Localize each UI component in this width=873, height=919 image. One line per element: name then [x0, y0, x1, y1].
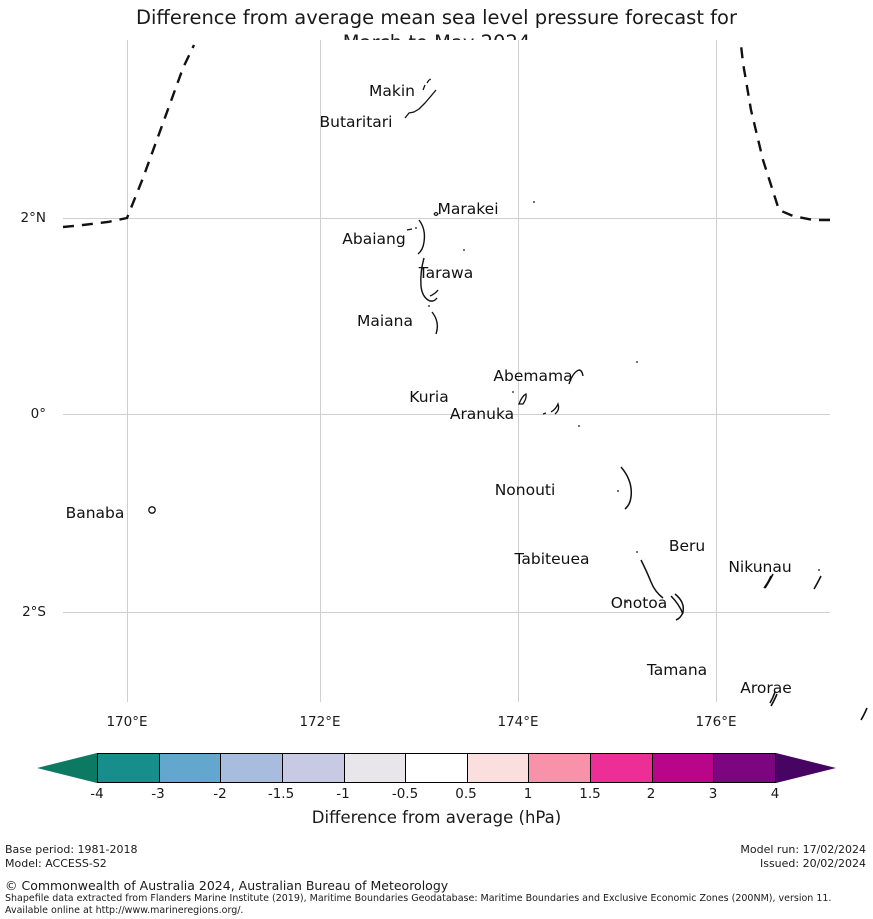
coastline-banaba — [148, 506, 156, 514]
island-label-marakei: Marakei — [437, 200, 499, 218]
issued-text: Issued: 20/02/2024 — [759, 856, 866, 870]
gridline-lon-172e — [320, 40, 321, 702]
colorbar-tick-4: 4 — [770, 786, 780, 802]
colorbar-axis-label: Difference from average (hPa) — [311, 808, 562, 827]
island-label-arorae: Arorae — [740, 679, 792, 697]
colorbar-segment-3 — [282, 754, 345, 782]
colorbar-tick-0.5: 0.5 — [455, 786, 477, 802]
gridline-lon-174e — [518, 40, 519, 702]
island-label-nonouti: Nonouti — [494, 481, 556, 499]
colorbar-segment-4 — [344, 754, 407, 782]
copyright-text: © Commonwealth of Australia 2024, Austra… — [5, 878, 449, 893]
colorbar-tick--2: -2 — [213, 786, 227, 802]
colorbar-tick-3: 3 — [708, 786, 718, 802]
island-label-aranuka: Aranuka — [449, 405, 515, 423]
footer-left: Base period: 1981-2018 Model: ACCESS-S2 — [5, 843, 137, 870]
island-label-butaritari: Butaritari — [319, 113, 393, 131]
gridline-lat-2s — [63, 612, 830, 613]
xtick-170e: 170°E — [106, 714, 148, 730]
colorbar-segment-6 — [467, 754, 530, 782]
coastline-makin — [422, 78, 431, 91]
island-label-kuria: Kuria — [409, 388, 449, 406]
island-label-nikunau: Nikunau — [728, 558, 792, 576]
island-label-maiana: Maiana — [357, 312, 413, 330]
base-period-text: Base period: 1981-2018 — [5, 843, 138, 856]
colorbar-tick--1: -1 — [336, 786, 350, 802]
coastline-nonouti — [617, 466, 633, 510]
colorbar-segment-8 — [591, 754, 653, 782]
shapefile-attribution-text: Shapefile data extracted from Flanders M… — [5, 893, 832, 916]
island-label-abemama: Abemama — [493, 367, 573, 385]
map-plot-area — [62, 40, 868, 721]
colorbar-segment-7 — [529, 754, 592, 782]
ytick-2n: 2°N — [20, 210, 46, 226]
gridline-lat-0 — [63, 414, 830, 415]
xtick-176e: 176°E — [695, 714, 737, 730]
model-text: Model: ACCESS-S2 — [5, 856, 107, 870]
xtick-174e: 174°E — [497, 714, 539, 730]
coastline-aranuka — [542, 402, 580, 427]
colorbar-extend-under-arrow — [37, 753, 97, 783]
colorbar-segment-10 — [714, 754, 776, 782]
island-label-tamana: Tamana — [646, 661, 708, 679]
colorbar-segment-9 — [652, 754, 715, 782]
gridline-lon-170e — [127, 40, 128, 702]
island-label-tarawa: Tarawa — [418, 264, 474, 282]
island-label-abaiang: Abaiang — [342, 230, 406, 248]
ytick-0: 0° — [30, 406, 46, 422]
island-label-banaba: Banaba — [65, 504, 125, 522]
colorbar-segment-2 — [221, 754, 283, 782]
colorbar: -4 -3 -2 -1.5 -1 -0.5 0.5 1 1.5 2 3 4 Di… — [0, 748, 873, 848]
coastline-onotoa — [674, 593, 685, 621]
colorbar-tick--1.5: -1.5 — [267, 786, 295, 802]
xtick-172e: 172°E — [299, 714, 341, 730]
colorbar-tick-2: 2 — [646, 786, 656, 802]
eez-boundary-left — [62, 44, 196, 229]
coastline-maiana — [428, 305, 439, 335]
colorbar-extend-over-arrow — [776, 753, 836, 783]
colorbar-tick--0.5: -0.5 — [391, 786, 419, 802]
eez-boundary-right — [739, 44, 830, 222]
colorbar-tick-1: 1 — [523, 786, 533, 802]
colorbar-segment-0 — [98, 754, 160, 782]
colorbar-strip — [97, 753, 776, 783]
island-label-onotoa: Onotoa — [610, 594, 668, 612]
island-label-beru: Beru — [668, 537, 706, 555]
island-label-makin: Makin — [369, 82, 415, 100]
colorbar-tick-1.5: 1.5 — [579, 786, 601, 802]
colorbar-tick--4: -4 — [90, 786, 104, 802]
gridline-lat-2n — [63, 218, 830, 219]
footer-right: Model run: 17/02/2024 Issued: 20/02/2024 — [740, 843, 866, 870]
colorbar-segment-1 — [159, 754, 222, 782]
colorbar-tick--3: -3 — [151, 786, 165, 802]
gridline-lon-176e — [716, 40, 717, 702]
colorbar-segment-5 — [406, 754, 468, 782]
island-label-tabiteuea: Tabiteuea — [514, 550, 590, 568]
model-run-text: Model run: 17/02/2024 — [740, 843, 866, 856]
coastline-arorae — [860, 707, 868, 721]
ytick-2s: 2°S — [22, 604, 46, 620]
